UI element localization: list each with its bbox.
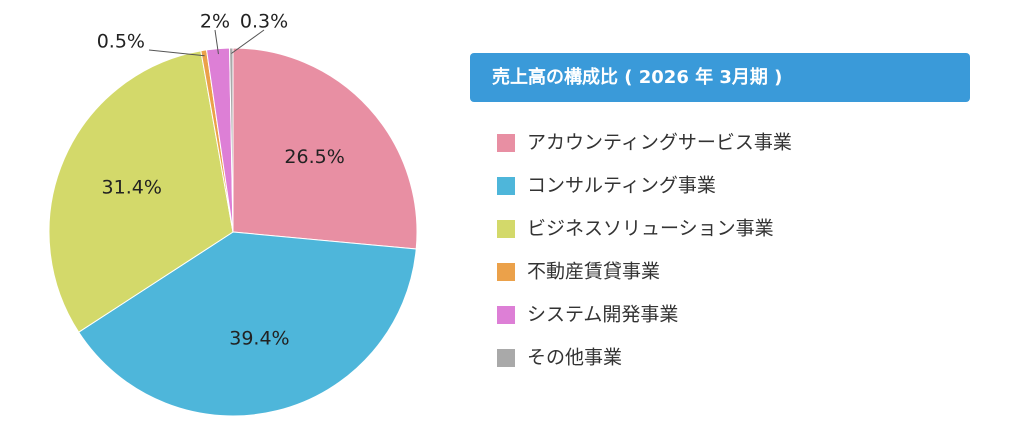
legend-label: その他事業	[527, 347, 622, 369]
legend-swatch	[497, 220, 515, 238]
legend-label: アカウンティングサービス事業	[527, 132, 792, 154]
legend-swatch	[497, 263, 515, 281]
legend-swatch	[497, 177, 515, 195]
data-label: 0.5%	[97, 31, 145, 53]
legend-swatch	[497, 134, 515, 152]
data-label: 26.5%	[284, 146, 344, 168]
leader-line	[231, 29, 265, 54]
data-label: 0.3%	[240, 11, 288, 33]
data-label: 31.4%	[102, 177, 162, 199]
legend-swatch	[497, 306, 515, 324]
legend-label: ビジネスソリューション事業	[527, 218, 774, 240]
pie-slice	[229, 47, 234, 233]
legend-label: 不動産賃貸事業	[527, 261, 660, 283]
legend-label: システム開発事業	[527, 304, 678, 326]
pie-slice	[48, 50, 234, 333]
title-box	[470, 53, 970, 102]
leader-line	[214, 29, 219, 55]
leader-line	[148, 49, 205, 57]
chart-title: 売上高の構成比 ( 2026 年 3月期 )	[492, 66, 782, 88]
legend-label: コンサルティング事業	[527, 175, 716, 197]
pie-slice	[232, 47, 418, 250]
legend-swatch	[497, 349, 515, 367]
data-label: 39.4%	[229, 328, 289, 350]
data-label: 2%	[200, 11, 230, 33]
